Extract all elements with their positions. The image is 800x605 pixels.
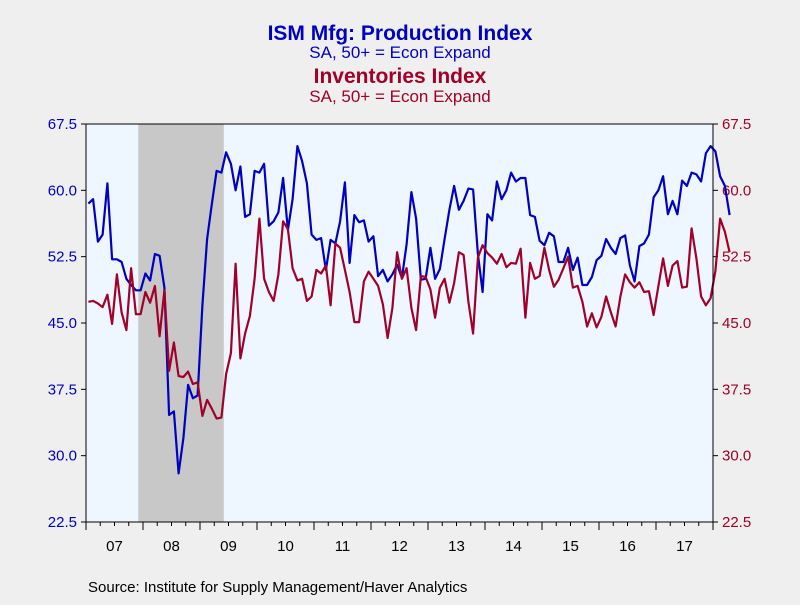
x-tick-label: 15	[562, 538, 579, 555]
x-tick-label: 10	[277, 538, 294, 555]
x-tick-label: 08	[163, 538, 180, 555]
left-y-tick-label: 67.5	[48, 116, 77, 133]
plot-frame	[85, 123, 714, 523]
left-y-tick-label: 60.0	[48, 182, 77, 199]
production-title: ISM Mfg: Production Index	[268, 22, 533, 45]
x-tick-label: 16	[619, 538, 636, 555]
left-y-tick-label: 22.5	[48, 514, 77, 531]
inventories-index-line	[88, 217, 731, 420]
x-tick-label: 14	[505, 538, 522, 555]
right-y-tick-label: 22.5	[722, 514, 751, 531]
right-y-tick-label: 67.5	[722, 116, 751, 133]
left-y-tick-label: 52.5	[48, 249, 77, 266]
right-y-tick-label: 30.0	[722, 448, 751, 465]
right-y-tick-label: 45.0	[722, 315, 751, 332]
x-tick-label: 17	[676, 538, 693, 555]
x-tick-label: 12	[391, 538, 408, 555]
x-tick-label: 11	[335, 538, 351, 555]
right-y-tick-label: 60.0	[722, 182, 751, 199]
left-y-tick-label: 30.0	[48, 448, 77, 465]
x-tick-label: 13	[448, 538, 465, 555]
inventories-title: Inventories Index	[314, 65, 487, 88]
left-y-tick-label: 45.0	[48, 315, 77, 332]
x-tick-label: 09	[220, 538, 237, 555]
x-tick-label: 07	[106, 538, 123, 555]
right-y-tick-label: 37.5	[722, 381, 751, 398]
chart-marks: 67.5 60.0 52.5 45.0 37.5 30.0 22.5 67.5 60.0 52.5…	[48, 116, 751, 555]
left-y-tick-label: 37.5	[48, 381, 77, 398]
source-note: Source: Institute for Supply Management/…	[88, 579, 467, 596]
inventories-subtitle: SA, 50+ = Econ Expand	[309, 87, 490, 106]
right-y-tick-label: 52.5	[722, 249, 751, 266]
production-subtitle: SA, 50+ = Econ Expand	[309, 43, 490, 62]
production-index-line	[87, 145, 731, 475]
